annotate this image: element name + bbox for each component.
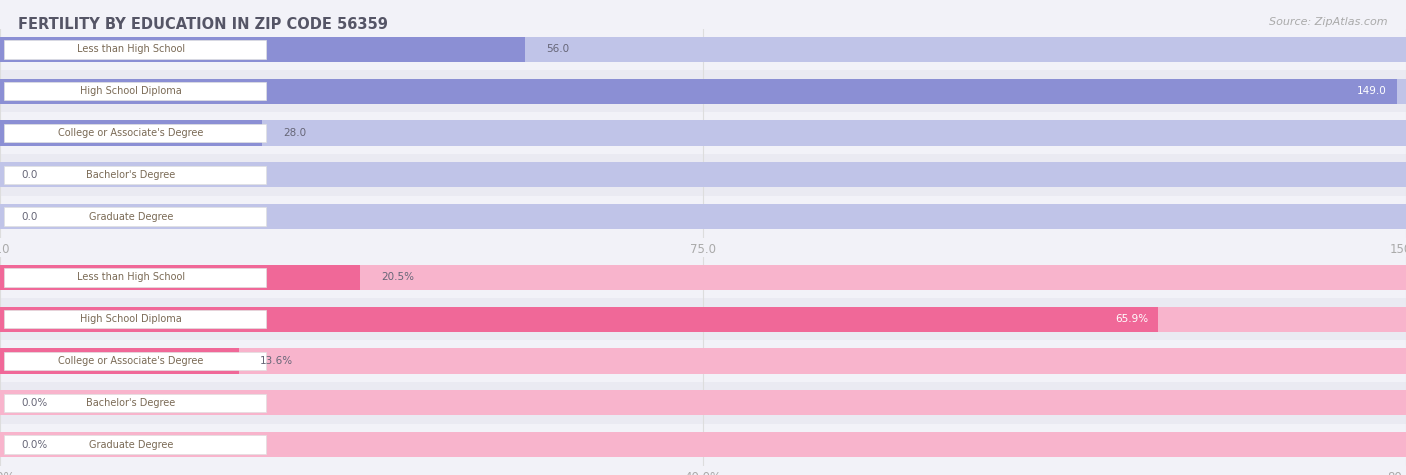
Text: 0.0%: 0.0% [21,439,48,450]
Bar [0,204,1406,229]
Bar [0,121,1406,145]
Bar [0,307,1406,332]
Bar [0,340,1406,382]
Text: College or Associate's Degree: College or Associate's Degree [58,356,204,366]
Text: Graduate Degree: Graduate Degree [89,211,173,222]
Bar [0,390,1406,415]
Bar [0,432,1406,457]
Bar [4,124,266,142]
Bar [4,310,266,328]
Text: High School Diploma: High School Diploma [80,314,181,324]
Text: 0.0%: 0.0% [21,398,48,408]
Bar [0,349,239,373]
Text: 28.0: 28.0 [284,128,307,138]
Text: College or Associate's Degree: College or Associate's Degree [58,128,204,138]
Text: Less than High School: Less than High School [77,272,186,283]
Bar [0,424,1406,466]
Text: FERTILITY BY EDUCATION IN ZIP CODE 56359: FERTILITY BY EDUCATION IN ZIP CODE 56359 [18,17,388,32]
Bar [0,154,1406,196]
Bar [0,79,1396,104]
Bar [0,121,263,145]
Text: Graduate Degree: Graduate Degree [89,439,173,450]
Bar [4,166,266,184]
Text: 0.0: 0.0 [21,170,38,180]
Bar [4,40,266,58]
Text: Bachelor's Degree: Bachelor's Degree [86,398,176,408]
Bar [4,352,266,370]
Bar [0,28,1406,70]
Bar [4,268,266,286]
Bar [4,208,266,226]
Bar [0,162,1406,187]
Text: Source: ZipAtlas.com: Source: ZipAtlas.com [1270,17,1388,27]
Text: 0.0: 0.0 [21,211,38,222]
Text: Bachelor's Degree: Bachelor's Degree [86,170,176,180]
Bar [4,82,266,100]
Bar [4,436,266,454]
Text: Less than High School: Less than High School [77,44,186,55]
Bar [0,256,1406,298]
Bar [0,37,524,62]
Text: 65.9%: 65.9% [1115,314,1149,324]
Bar [0,307,1159,332]
Bar [0,382,1406,424]
Text: 56.0: 56.0 [546,44,569,55]
Bar [4,394,266,412]
Bar [0,196,1406,238]
Bar [0,349,1406,373]
Text: High School Diploma: High School Diploma [80,86,181,96]
Bar [0,79,1406,104]
Bar [0,265,1406,290]
Bar [0,70,1406,112]
Text: 149.0: 149.0 [1357,86,1386,96]
Bar [0,298,1406,340]
Bar [0,265,360,290]
Bar [0,112,1406,154]
Text: 13.6%: 13.6% [260,356,294,366]
Text: 20.5%: 20.5% [381,272,415,283]
Bar [0,37,1406,62]
